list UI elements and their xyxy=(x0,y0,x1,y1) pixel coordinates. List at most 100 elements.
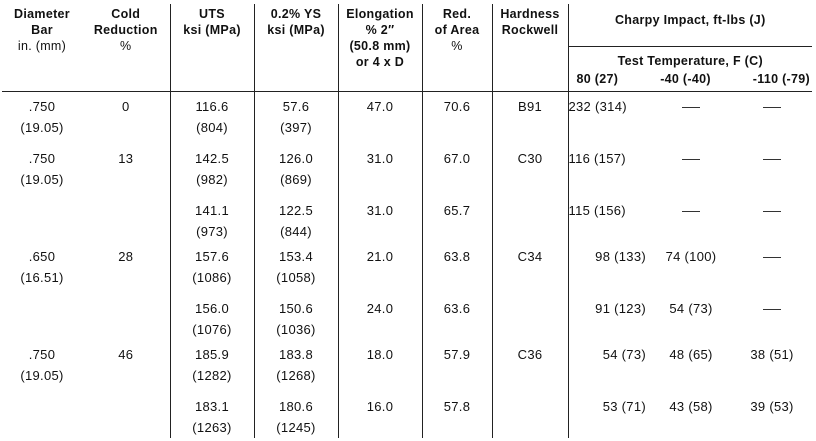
cell-diameter xyxy=(2,294,82,340)
cell-ys: 57.6 (397) xyxy=(253,91,338,144)
cell-charpy-80: 116 (157) xyxy=(567,143,650,196)
red-area-value: 65.7 xyxy=(443,202,471,218)
charpy-80-value: 98 (133) xyxy=(595,248,646,264)
cell-elongation: 16.0 xyxy=(337,391,422,438)
hardness-value: C30 xyxy=(517,150,543,166)
uts-ksi: 157.6 xyxy=(194,248,230,264)
header-charpy-title: Charpy Impact, ft-lbs (J) xyxy=(614,13,766,27)
elongation-value: 31.0 xyxy=(366,150,394,166)
elongation-value: 31.0 xyxy=(366,202,394,218)
uts-ksi: 183.1 xyxy=(194,398,230,414)
ys-mpa: (1245) xyxy=(276,419,316,435)
cell-charpy-minus40 xyxy=(650,196,732,242)
header-diameter-line2: Bar xyxy=(31,23,53,37)
ys-ksi: 126.0 xyxy=(278,150,314,166)
charpy-80-value: 232 (314) xyxy=(568,99,627,114)
cell-charpy-minus40: 54 (73) xyxy=(650,294,732,340)
dash-placeholder xyxy=(763,158,781,160)
ys-ksi: 57.6 xyxy=(282,99,310,114)
dash-placeholder xyxy=(682,210,700,212)
cell-hardness: B91 xyxy=(491,91,568,144)
header-cold-reduction-line1: Cold xyxy=(111,7,141,21)
diameter-in: .650 xyxy=(28,248,56,264)
header-hardness-line1: Hardness xyxy=(500,7,560,21)
table-row: .750 (19.05) 46 185.9 (1282) 183.8 (1268) 18.0 5… xyxy=(2,339,812,392)
cell-uts: 142.5 (982) xyxy=(169,143,254,196)
elongation-value: 24.0 xyxy=(366,300,394,316)
diameter-mm: (19.05) xyxy=(20,120,64,135)
cell-ys: 153.4 (1058) xyxy=(253,241,338,294)
cell-cold-reduction: 46 xyxy=(82,340,170,392)
header-elongation-line4: or 4 x D xyxy=(355,55,405,69)
charpy-minus40-value: 74 (100) xyxy=(665,248,717,264)
red-area-value: 57.8 xyxy=(443,398,471,414)
cell-charpy-80: 91 (123) xyxy=(567,293,650,340)
header-uts: UTS ksi (MPa) xyxy=(169,4,254,92)
header-diameter: Diameter Bar in. (mm) xyxy=(2,4,82,92)
cell-charpy-minus110 xyxy=(732,294,812,340)
cell-red-area: 70.6 xyxy=(421,91,492,144)
cold-reduction-value: 13 xyxy=(118,150,134,166)
cell-hardness: C36 xyxy=(491,339,568,392)
header-elongation: Elongation % 2″ (50.8 mm) or 4 x D xyxy=(337,4,422,92)
uts-mpa: (982) xyxy=(196,171,228,187)
header-cold-reduction-line2: Reduction xyxy=(93,23,158,37)
header-ys-line1: 0.2% YS xyxy=(270,7,322,21)
cell-ys: 150.6 (1036) xyxy=(253,293,338,340)
header-elongation-line3: (50.8 mm) xyxy=(349,39,411,53)
dash-placeholder xyxy=(763,107,781,109)
uts-mpa: (1282) xyxy=(192,367,232,383)
red-area-value: 63.6 xyxy=(443,300,471,316)
elongation-value: 21.0 xyxy=(366,248,394,264)
charpy-80-value: 115 (156) xyxy=(568,202,626,218)
cell-charpy-80: 54 (73) xyxy=(567,339,650,392)
header-hardness-line2: Rockwell xyxy=(501,23,559,37)
cell-red-area: 67.0 xyxy=(421,143,492,196)
charpy-minus110-value: 39 (53) xyxy=(750,398,794,414)
cell-diameter: .750 (19.05) xyxy=(2,144,82,196)
cell-ys: 180.6 (1245) xyxy=(253,391,338,438)
dash-placeholder xyxy=(682,107,700,109)
header-test-temp-label: Test Temperature, F (C) xyxy=(617,54,763,68)
header-temp-80: 80 (27) xyxy=(576,72,619,86)
ys-mpa: (397) xyxy=(280,120,312,135)
ys-ksi: 180.6 xyxy=(278,398,314,414)
elongation-value: 18.0 xyxy=(366,346,394,362)
cell-uts: 183.1 (1263) xyxy=(169,391,254,438)
header-red-area: Red. of Area % xyxy=(421,4,492,92)
header-hardness: Hardness Rockwell xyxy=(491,4,568,92)
cell-red-area: 57.9 xyxy=(421,339,492,392)
table-row: .650 (16.51) 28 157.6 (1086) 153.4 (1058) 21.0 6… xyxy=(2,241,812,294)
diameter-mm: (19.05) xyxy=(20,171,64,187)
cell-uts: 141.1 (973) xyxy=(169,195,254,242)
ys-ksi: 150.6 xyxy=(278,300,314,316)
cell-diameter: .750 (19.05) xyxy=(2,92,82,144)
ys-ksi: 122.5 xyxy=(278,202,314,218)
charpy-minus40-value: 48 (65) xyxy=(669,346,713,362)
cell-uts: 157.6 (1086) xyxy=(169,241,254,294)
cell-red-area: 57.8 xyxy=(421,391,492,438)
uts-ksi: 156.0 xyxy=(194,300,230,316)
cell-charpy-80: 53 (71) xyxy=(567,391,650,438)
cell-charpy-80: 98 (133) xyxy=(567,241,650,294)
cell-cold-reduction: 13 xyxy=(82,144,170,196)
cell-cold-reduction: 28 xyxy=(82,242,170,294)
header-uts-line1: UTS xyxy=(199,7,225,21)
header-cold-reduction: Cold Reduction % xyxy=(82,4,170,92)
cell-charpy-minus110 xyxy=(732,92,812,144)
header-ys: 0.2% YS ksi (MPa) xyxy=(253,4,338,92)
header-charpy: Charpy Impact, ft-lbs (J) xyxy=(567,4,812,47)
elongation-value: 47.0 xyxy=(366,99,394,114)
uts-mpa: (804) xyxy=(196,120,228,135)
cell-diameter xyxy=(2,196,82,242)
header-temp-minus40: -40 (-40) xyxy=(660,72,711,86)
cell-hardness xyxy=(491,195,568,242)
dash-placeholder xyxy=(763,308,781,310)
charpy-80-value: 54 (73) xyxy=(602,346,646,362)
charpy-minus40-value: 43 (58) xyxy=(669,398,713,414)
cell-elongation: 21.0 xyxy=(337,241,422,294)
cell-cold-reduction: 0 xyxy=(82,92,170,144)
ys-ksi: 183.8 xyxy=(278,346,314,362)
dash-placeholder xyxy=(682,158,700,160)
diameter-mm: (16.51) xyxy=(20,269,64,285)
